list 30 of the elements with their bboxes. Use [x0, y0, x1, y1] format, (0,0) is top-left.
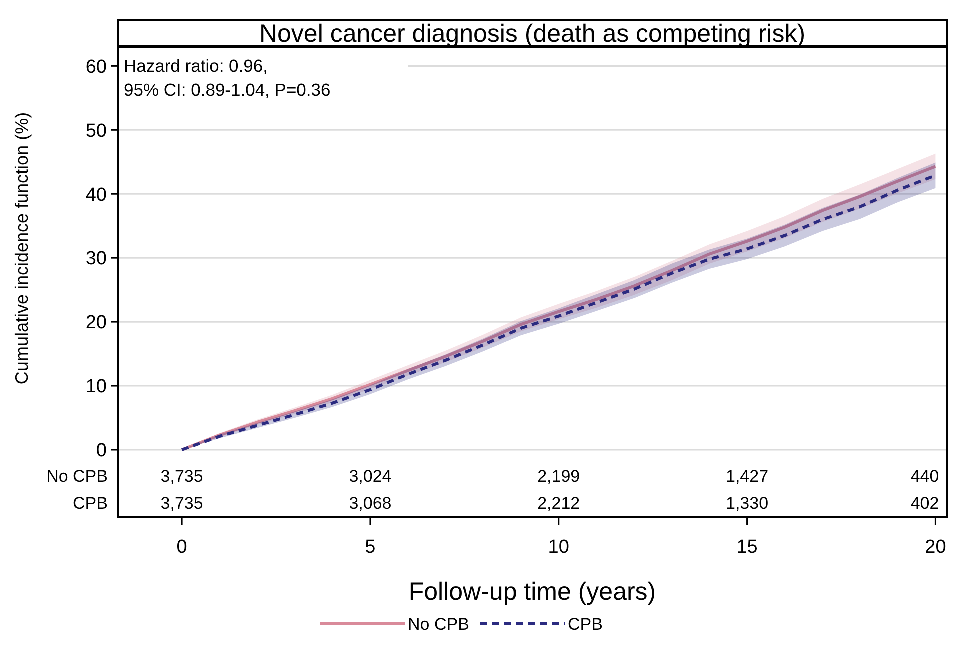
y-tick-label: 50	[86, 120, 107, 142]
x-tick-label: 15	[736, 537, 758, 558]
x-tick-label: 0	[176, 537, 188, 558]
text: 3,735	[160, 494, 204, 513]
x-tick-label: 10	[548, 537, 570, 558]
legend-label: CPB	[568, 615, 603, 634]
text: 440	[910, 467, 940, 486]
y-tick-label: 40	[86, 184, 107, 206]
text: 3,068	[349, 494, 392, 513]
text: No CPB	[46, 467, 108, 486]
annotation: Hazard ratio: 0.96, 95% CI: 0.89-1.04, P=0.36	[124, 56, 331, 100]
x-axis-title: Follow-up time (years)	[408, 578, 656, 606]
text: 1,330	[726, 494, 769, 513]
x-tick-label: 20	[925, 537, 946, 558]
x-tick-label: 5	[365, 537, 376, 558]
legend-label: No CPB	[408, 615, 470, 634]
text: CPB	[73, 494, 108, 513]
text: 1,427	[726, 467, 769, 486]
text: 2,212	[538, 494, 580, 513]
text: 3,735	[160, 467, 204, 486]
text: 402	[910, 494, 940, 513]
y-tick-label: 0	[96, 440, 107, 462]
text: 2,199	[538, 467, 580, 486]
y-axis-title: Cumulative incidence function (%)	[12, 112, 32, 385]
y-tick-label: 10	[86, 376, 107, 398]
text: 3,024	[349, 467, 392, 486]
chart-title: Novel cancer diagnosis (death as competing risk)	[259, 20, 806, 48]
y-tick-label: 20	[86, 312, 107, 334]
y-tick-label: 30	[86, 248, 107, 270]
y-tick-label: 60	[86, 56, 107, 78]
